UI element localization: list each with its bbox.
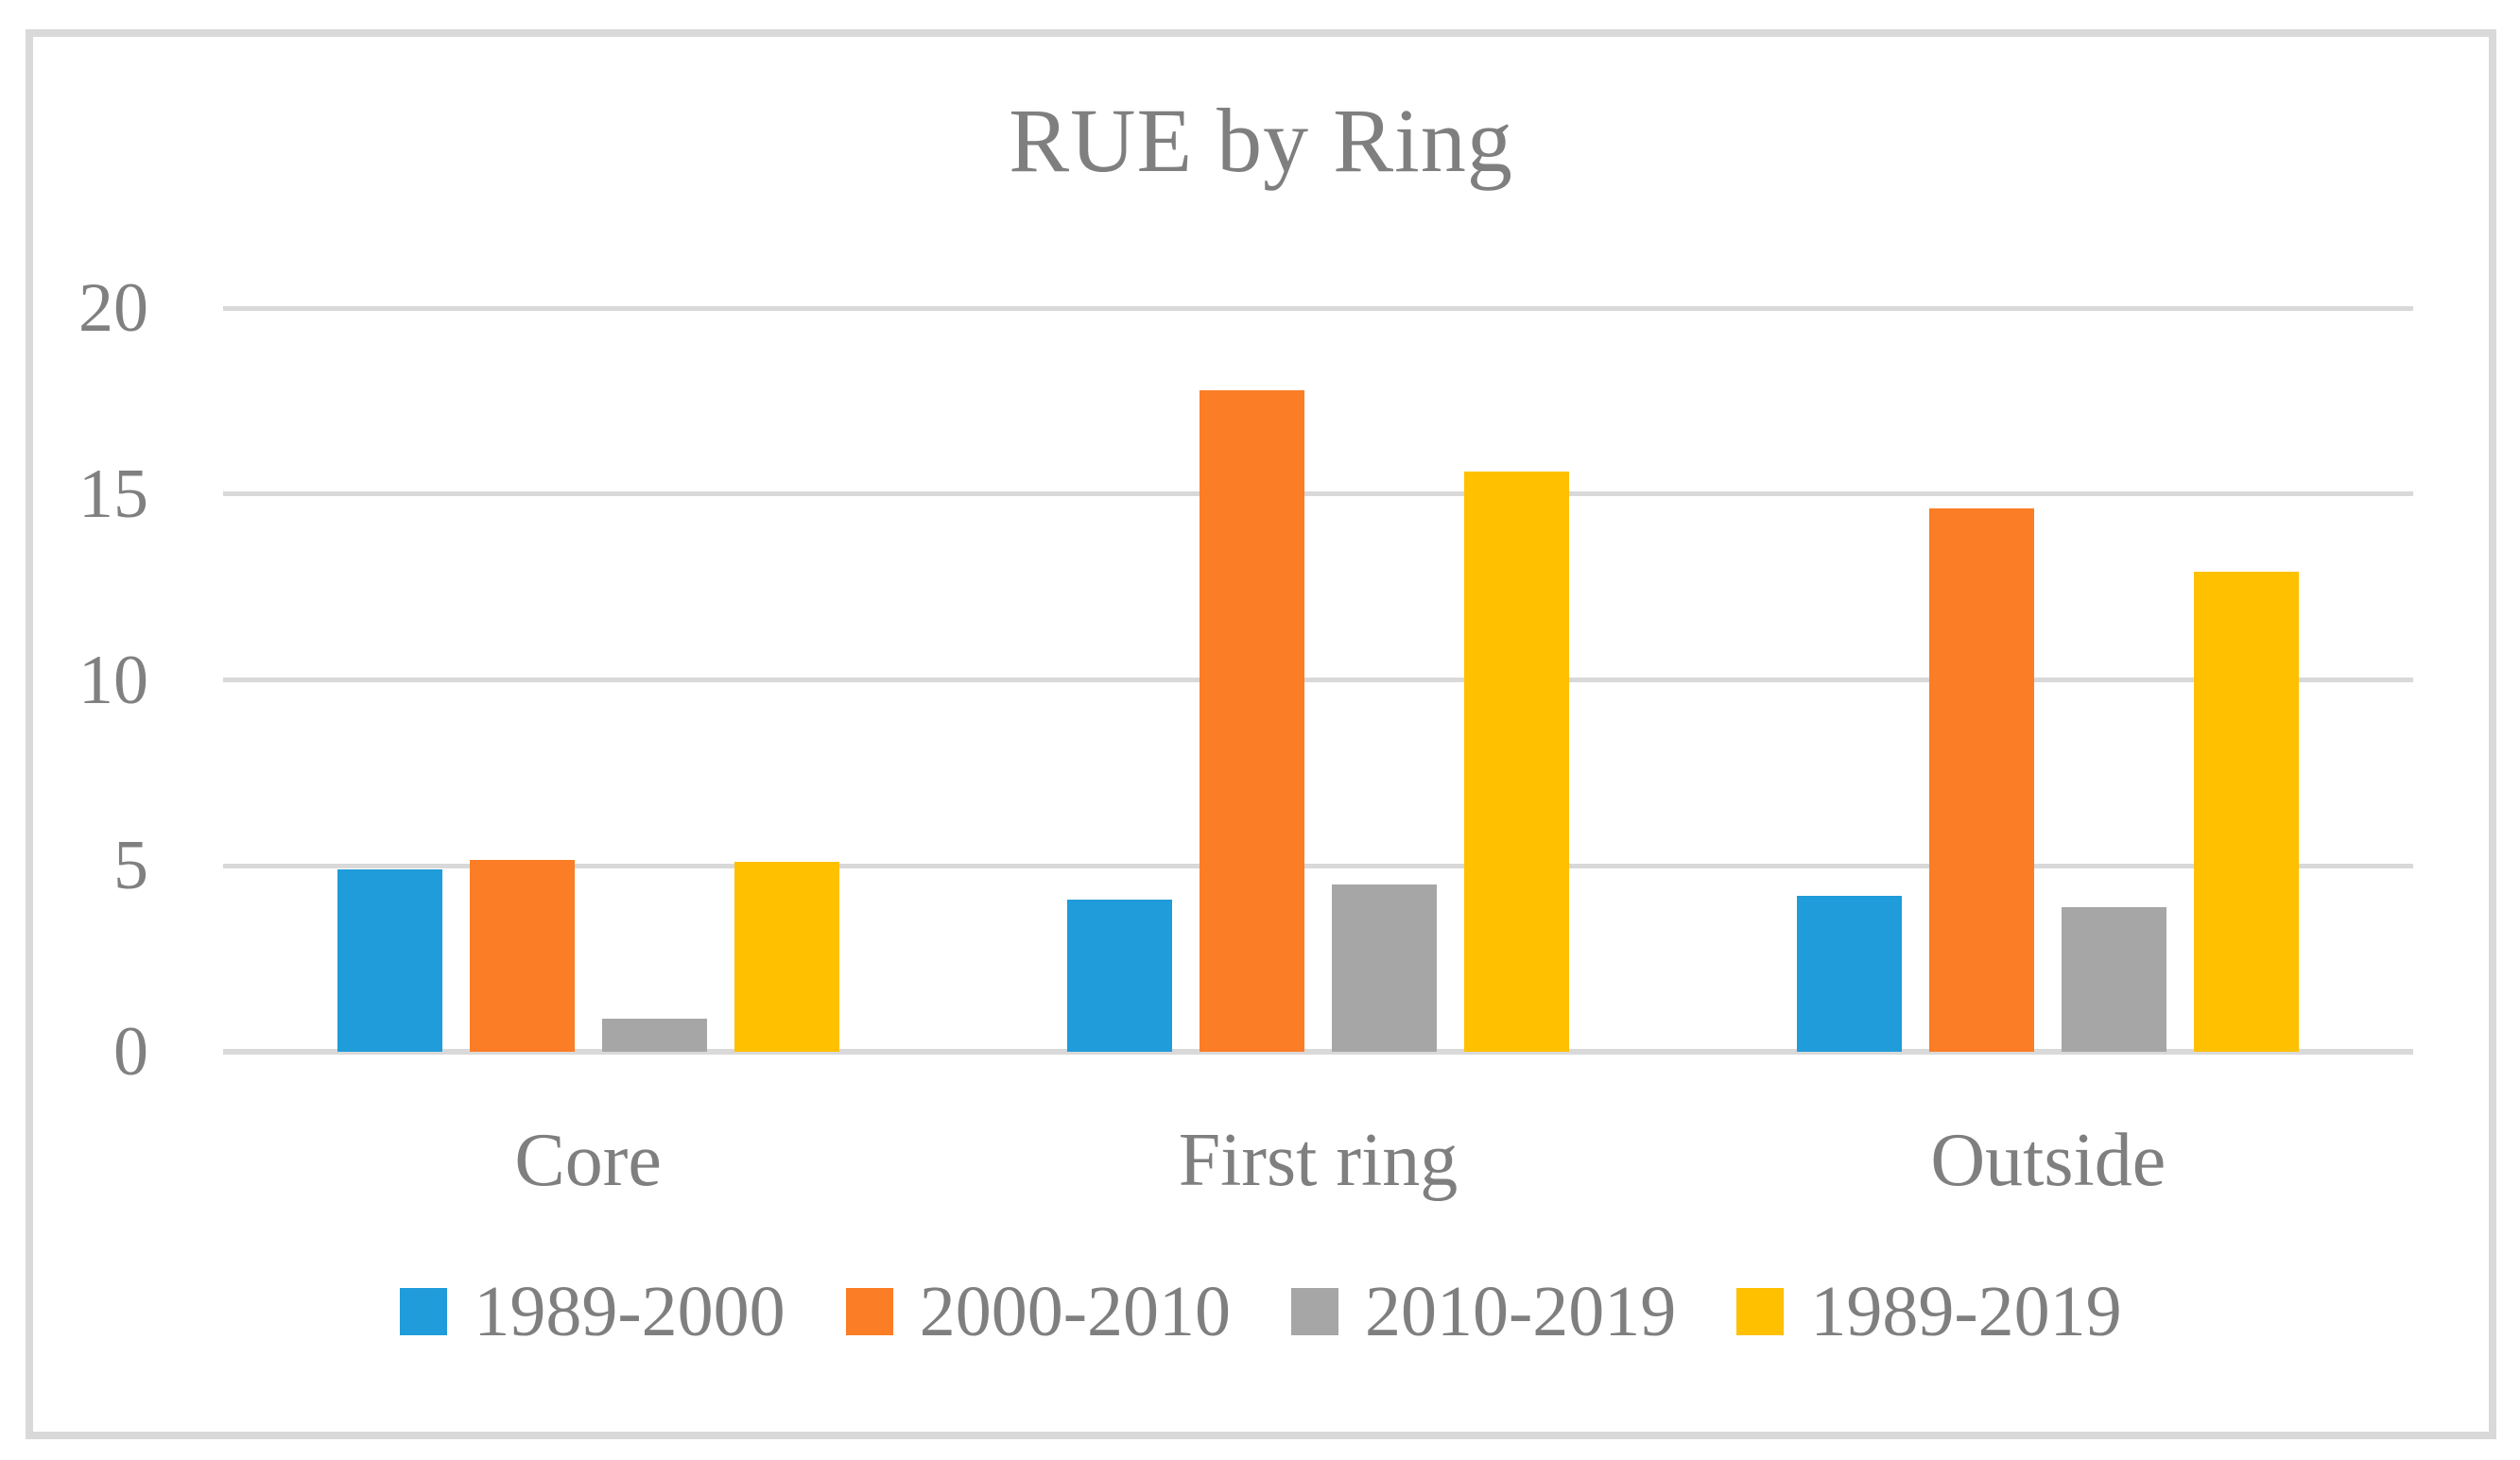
x-category-label-outside: Outside bbox=[1930, 1119, 2166, 1202]
legend-item-1989-2019: 1989-2019 bbox=[1736, 1272, 2122, 1351]
plot-area bbox=[223, 305, 2413, 1055]
x-category-label-core: Core bbox=[514, 1119, 662, 1202]
legend-label: 1989-2019 bbox=[1810, 1272, 2122, 1351]
legend-label: 2000-2010 bbox=[919, 1272, 1231, 1351]
gridline-20 bbox=[223, 305, 2413, 311]
y-tick-label-0: 0 bbox=[113, 1013, 148, 1091]
bar-1989-2019-core bbox=[734, 862, 839, 1052]
x-axis-line bbox=[223, 1049, 2413, 1055]
y-tick-label-5: 5 bbox=[113, 827, 148, 905]
y-tick-label-10: 10 bbox=[78, 641, 148, 719]
chart-title: RUE by Ring bbox=[1009, 90, 1513, 191]
gridline-15 bbox=[223, 491, 2413, 497]
bar-2000-2010-outside bbox=[1929, 508, 2035, 1052]
legend-label: 2010-2019 bbox=[1365, 1272, 1677, 1351]
legend-item-2010-2019: 2010-2019 bbox=[1291, 1276, 1676, 1348]
y-tick-label-15: 15 bbox=[78, 455, 148, 533]
bar-1989-2000-first-ring bbox=[1067, 899, 1172, 1052]
legend-swatch-icon bbox=[1291, 1288, 1338, 1335]
legend-item-1989-2000: 1989-2000 bbox=[400, 1276, 785, 1348]
bar-2000-2010-core bbox=[469, 860, 575, 1052]
gridline-5 bbox=[223, 863, 2413, 868]
legend-label: 1989-2000 bbox=[474, 1272, 785, 1351]
legend-swatch-icon bbox=[1736, 1288, 1785, 1335]
legend-swatch-icon bbox=[845, 1288, 893, 1335]
bar-2010-2019-first-ring bbox=[1332, 884, 1437, 1052]
legend-swatch-icon bbox=[400, 1288, 448, 1335]
legend-item-2000-2010: 2000-2010 bbox=[845, 1272, 1231, 1351]
bar-1989-2000-core bbox=[337, 869, 442, 1052]
gridline-10 bbox=[223, 678, 2413, 682]
bar-2010-2019-outside bbox=[2062, 906, 2167, 1052]
legend: 1989-2000 2000-2010 2010-2019 1989-2019 bbox=[33, 1276, 2489, 1348]
bar-2000-2010-first-ring bbox=[1200, 389, 1304, 1052]
bar-1989-2019-first-ring bbox=[1464, 472, 1569, 1052]
bar-1989-2019-outside bbox=[2194, 572, 2300, 1052]
bar-2010-2019-core bbox=[601, 1018, 707, 1052]
x-category-label-first-ring: First ring bbox=[1178, 1119, 1458, 1202]
bar-1989-2000-outside bbox=[1797, 895, 1903, 1052]
y-tick-label-20: 20 bbox=[78, 269, 148, 347]
